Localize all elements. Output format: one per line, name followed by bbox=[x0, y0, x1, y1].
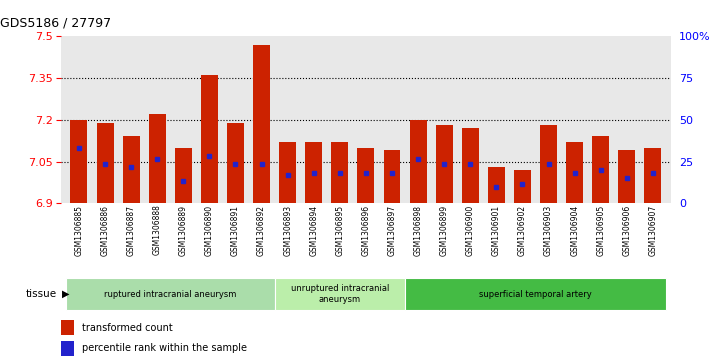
Text: GSM1306886: GSM1306886 bbox=[101, 205, 109, 256]
Text: GSM1306893: GSM1306893 bbox=[283, 205, 292, 256]
Bar bbox=[279, 142, 296, 203]
Text: GSM1306885: GSM1306885 bbox=[74, 205, 84, 256]
Text: GSM1306902: GSM1306902 bbox=[518, 205, 527, 256]
Bar bbox=[566, 142, 583, 203]
Bar bbox=[358, 148, 374, 203]
Text: GSM1306897: GSM1306897 bbox=[388, 205, 396, 256]
Text: GSM1306890: GSM1306890 bbox=[205, 205, 214, 256]
Bar bbox=[331, 142, 348, 203]
Text: unruptured intracranial
aneurysm: unruptured intracranial aneurysm bbox=[291, 284, 389, 304]
Bar bbox=[71, 120, 87, 203]
Bar bbox=[436, 125, 453, 203]
Text: ▶: ▶ bbox=[62, 289, 70, 299]
Bar bbox=[488, 167, 505, 203]
Text: GSM1306896: GSM1306896 bbox=[361, 205, 371, 256]
Bar bbox=[227, 123, 244, 203]
Text: transformed count: transformed count bbox=[82, 323, 173, 333]
Text: GSM1306888: GSM1306888 bbox=[153, 205, 161, 256]
Text: GSM1306901: GSM1306901 bbox=[492, 205, 501, 256]
Text: GDS5186 / 27797: GDS5186 / 27797 bbox=[0, 16, 111, 29]
Text: GSM1306895: GSM1306895 bbox=[336, 205, 344, 256]
Bar bbox=[175, 148, 192, 203]
Text: GSM1306903: GSM1306903 bbox=[544, 205, 553, 256]
Text: GSM1306894: GSM1306894 bbox=[309, 205, 318, 256]
Text: GSM1306906: GSM1306906 bbox=[623, 205, 631, 256]
Bar bbox=[96, 123, 114, 203]
Bar bbox=[66, 278, 275, 310]
Bar bbox=[61, 320, 74, 335]
Text: GSM1306904: GSM1306904 bbox=[570, 205, 579, 256]
Bar bbox=[149, 114, 166, 203]
Text: tissue: tissue bbox=[26, 289, 57, 299]
Text: GSM1306889: GSM1306889 bbox=[178, 205, 188, 256]
Text: ruptured intracranial aneurysm: ruptured intracranial aneurysm bbox=[104, 290, 236, 298]
Text: GSM1306899: GSM1306899 bbox=[440, 205, 448, 256]
Text: GSM1306900: GSM1306900 bbox=[466, 205, 475, 256]
Bar bbox=[253, 45, 270, 203]
Text: GSM1306891: GSM1306891 bbox=[231, 205, 240, 256]
Bar bbox=[123, 136, 140, 203]
Bar bbox=[201, 75, 218, 203]
Bar bbox=[383, 150, 401, 203]
Bar bbox=[618, 150, 635, 203]
Bar bbox=[540, 125, 557, 203]
Text: superficial temporal artery: superficial temporal artery bbox=[479, 290, 592, 298]
Bar bbox=[410, 120, 426, 203]
Text: GSM1306887: GSM1306887 bbox=[126, 205, 136, 256]
Bar bbox=[405, 278, 666, 310]
Bar bbox=[275, 278, 405, 310]
Bar bbox=[462, 128, 479, 203]
Bar bbox=[645, 148, 661, 203]
Text: percentile rank within the sample: percentile rank within the sample bbox=[82, 343, 247, 354]
Bar bbox=[61, 340, 74, 356]
Text: GSM1306892: GSM1306892 bbox=[257, 205, 266, 256]
Text: GSM1306898: GSM1306898 bbox=[413, 205, 423, 256]
Text: GSM1306905: GSM1306905 bbox=[596, 205, 605, 256]
Bar bbox=[306, 142, 322, 203]
Text: GSM1306907: GSM1306907 bbox=[648, 205, 658, 256]
Bar bbox=[592, 136, 609, 203]
Bar bbox=[514, 170, 531, 203]
